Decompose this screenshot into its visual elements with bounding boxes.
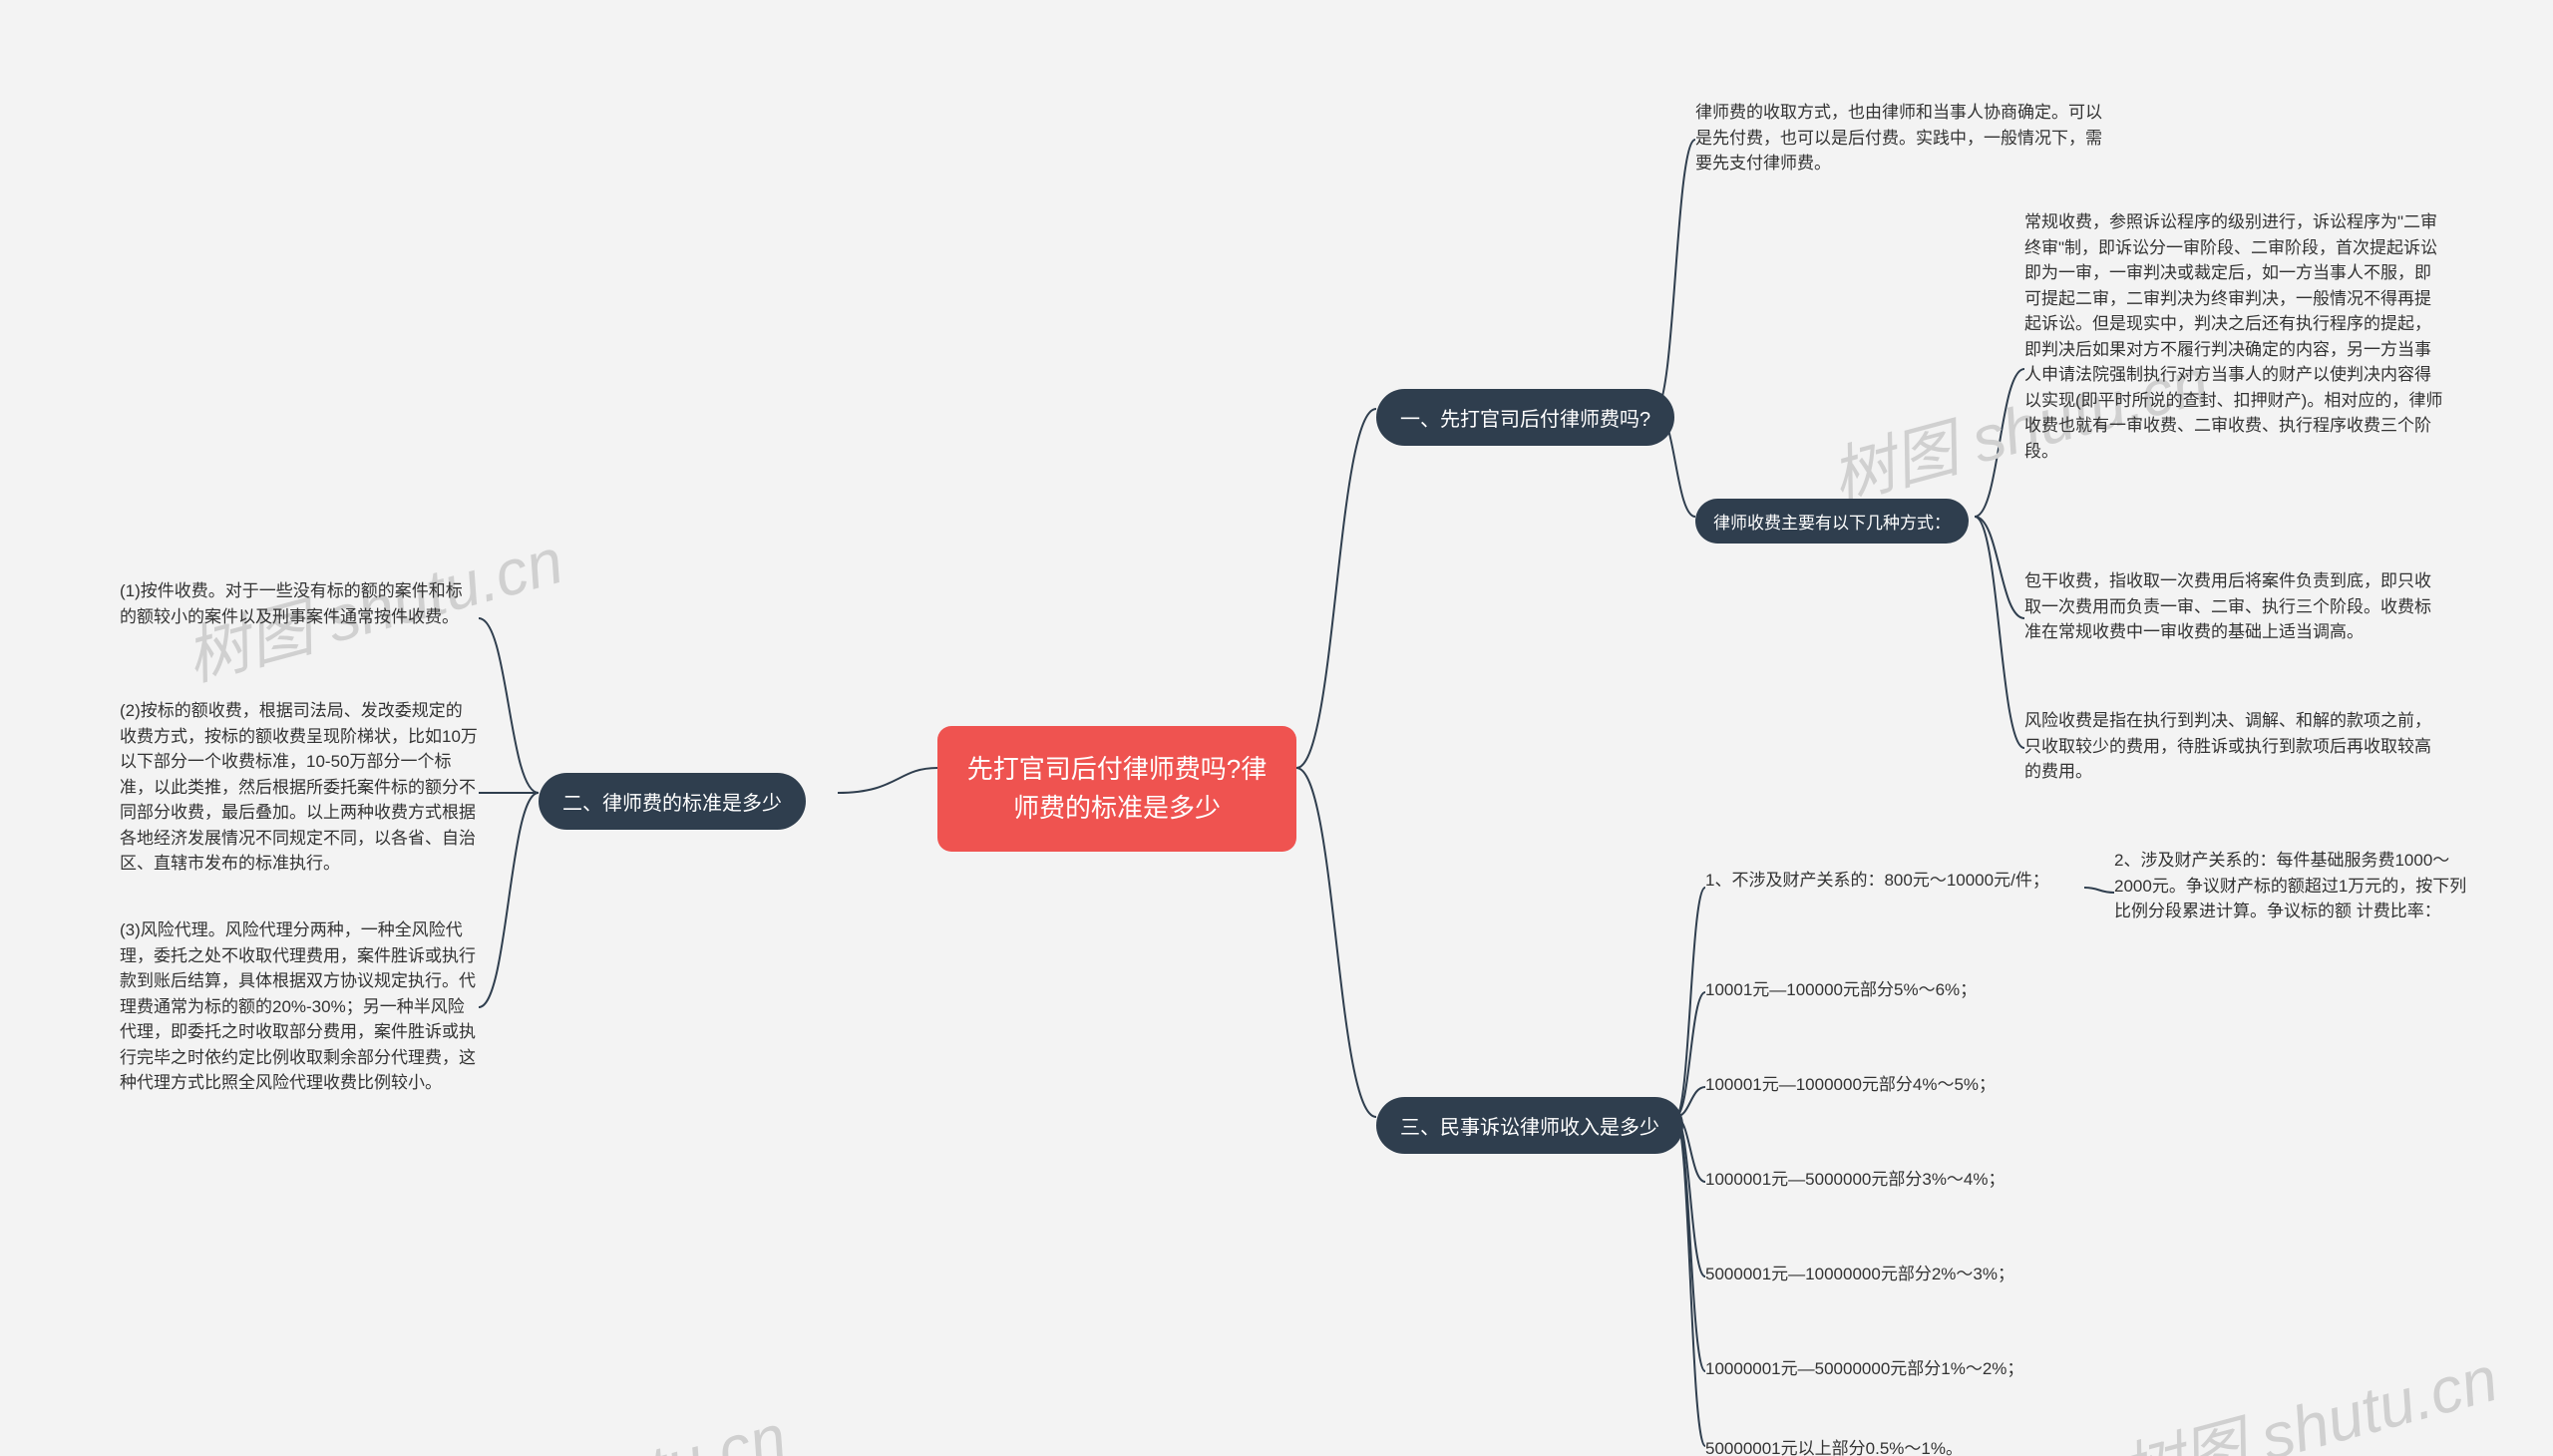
leaf-b3-4: 1000001元—5000000元部分3%～4%； [1705,1167,2084,1193]
root-node[interactable]: 先打官司后付律师费吗?律师费的标准是多少 [937,726,1296,852]
leaf-b3-6: 10000001元—50000000元部分1%～2%； [1705,1356,2084,1382]
mindmap-canvas: 树图 shutu.cn 树图 shutu.cn tu.cn 树图 shutu.c… [0,0,2553,1456]
leaf-b3-2: 10001元—100000元部分5%～6%； [1705,977,2084,1003]
leaf-b1s2-1: 常规收费，参照诉讼程序的级别进行，诉讼程序为"二审终审"制，即诉讼分一审阶段、二… [2024,209,2443,464]
branch-1[interactable]: 一、先打官司后付律师费吗? [1376,389,1674,446]
leaf-b3-5: 5000001元—10000000元部分2%～3%； [1705,1262,2084,1287]
leaf-b1-1: 律师费的收取方式，也由律师和当事人协商确定。可以是先付费，也可以是后付费。实践中… [1695,100,2114,177]
branch-3[interactable]: 三、民事诉讼律师收入是多少 [1376,1097,1683,1154]
leaf-b1s2-2: 包干收费，指收取一次费用后将案件负责到底，即只收取一次费用而负责一审、二审、执行… [2024,568,2443,645]
watermark: 树图 shutu.cn [2109,1327,2506,1456]
leaf-b3-1: 1、不涉及财产关系的：800元～10000元/件； [1705,868,2084,894]
branch-2[interactable]: 二、律师费的标准是多少 [539,773,806,830]
branch-1-sub[interactable]: 律师收费主要有以下几种方式： [1695,499,1969,544]
leaf-b2-1: (1)按件收费。对于一些没有标的额的案件和标的额较小的案件以及刑事案件通常按件收… [120,578,479,629]
leaf-b2-3: (3)风险代理。风险代理分两种，一种全风险代理，委托之处不收取代理费用，案件胜诉… [120,917,479,1096]
leaf-b1s2-3: 风险收费是指在执行到判决、调解、和解的款项之前，只收取较少的费用，待胜诉或执行到… [2024,708,2443,785]
leaf-b3-1b: 2、涉及财产关系的：每件基础服务费1000～2000元。争议财产标的额超过1万元… [2114,848,2473,924]
leaf-b3-7: 50000001元以上部分0.5%～1%。 [1705,1436,2084,1456]
leaf-b3-3: 100001元—1000000元部分4%～5%； [1705,1072,2084,1098]
watermark: tu.cn [641,1399,794,1456]
leaf-b2-2: (2)按标的额收费，根据司法局、发改委规定的收费方式，按标的额收费呈现阶梯状，比… [120,698,479,877]
